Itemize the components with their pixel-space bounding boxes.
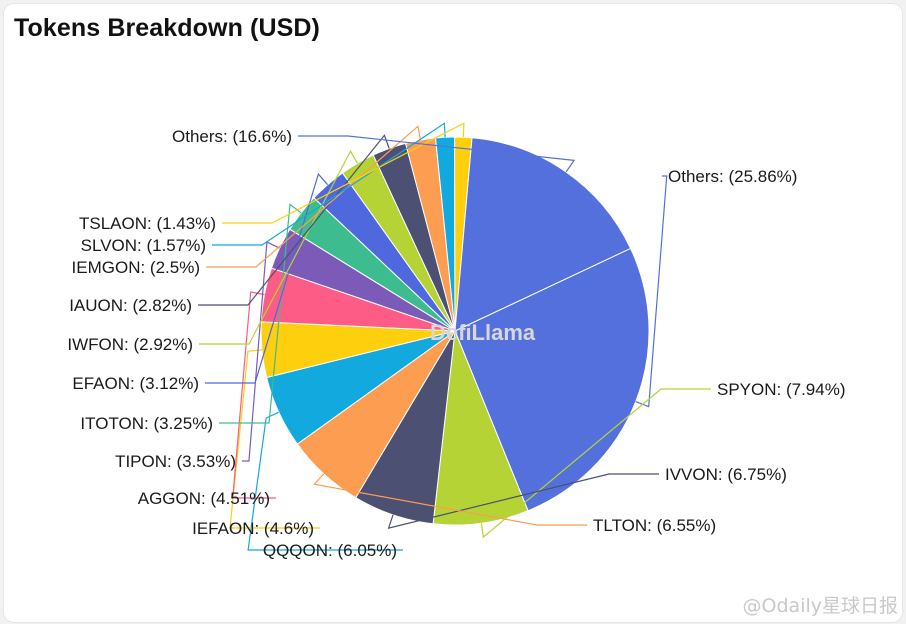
- slice-label-iauon-11: IAUON: (2.82%): [69, 296, 192, 315]
- pie-slice-others-0[interactable]: [454, 247, 650, 512]
- leader-line-5: [229, 349, 320, 529]
- leader-line-10: [199, 149, 359, 345]
- slice-label-itoton-8: ITOTON: (3.25%): [80, 414, 213, 433]
- leader-line-2: [387, 473, 659, 529]
- slice-label-others-0: Others: (25.86%): [668, 167, 797, 186]
- slice-label-tlton-3: TLTON: (6.55%): [593, 516, 716, 535]
- slice-label-qqqon-4: QQQON: (6.05%): [263, 541, 397, 560]
- pie-slice-spyon-1[interactable]: [432, 330, 529, 526]
- slice-label-tslaon-14: TSLAON: (1.43%): [79, 214, 216, 233]
- leaders-group: [198, 122, 711, 551]
- page-title: Tokens Breakdown (USD): [14, 14, 320, 42]
- leader-line-8: [219, 203, 302, 424]
- leader-line-14: [222, 122, 465, 224]
- leader-line-1: [480, 388, 711, 539]
- slice-label-spyon-1: SPYON: (7.94%): [717, 380, 846, 399]
- leader-line-11: [198, 134, 390, 306]
- leader-line-12: [206, 125, 421, 268]
- labels-group: Others: (25.86%) SPYON: (7.94%) IVVON: (6.…: [67, 127, 845, 560]
- leader-line-9: [205, 172, 329, 384]
- slice-label-iefaon-5: IEFAON: (4.6%): [192, 519, 314, 538]
- leader-line-13: [212, 122, 446, 246]
- slice-label-iwfon-10: IWFON: (2.92%): [67, 335, 193, 354]
- slice-label-tipon-7: TIPON: (3.53%): [115, 452, 236, 471]
- leader-line-3: [313, 473, 587, 526]
- footer-watermark: @Odaily星球日报: [742, 595, 898, 617]
- slice-label-slvon-13: SLVON: (1.57%): [81, 236, 206, 255]
- slice-label-iemgon-12: IEMGON: (2.5%): [72, 258, 200, 277]
- slices-group: [260, 136, 650, 526]
- watermark-text: DefiLlama: [430, 320, 536, 345]
- slice-label-aggon-6: AGGON: (4.51%): [138, 489, 270, 508]
- leader-line-4: [247, 411, 403, 551]
- leader-line-7: [242, 241, 280, 462]
- slice-label-others-15: Others: (16.6%): [172, 127, 292, 146]
- slice-label-efaon-9: EFAON: (3.12%): [72, 374, 199, 393]
- pie-slice-others-15[interactable]: [454, 137, 632, 332]
- leader-line-15: [298, 135, 576, 173]
- slice-label-ivvon-2: IVVON: (6.75%): [665, 465, 787, 484]
